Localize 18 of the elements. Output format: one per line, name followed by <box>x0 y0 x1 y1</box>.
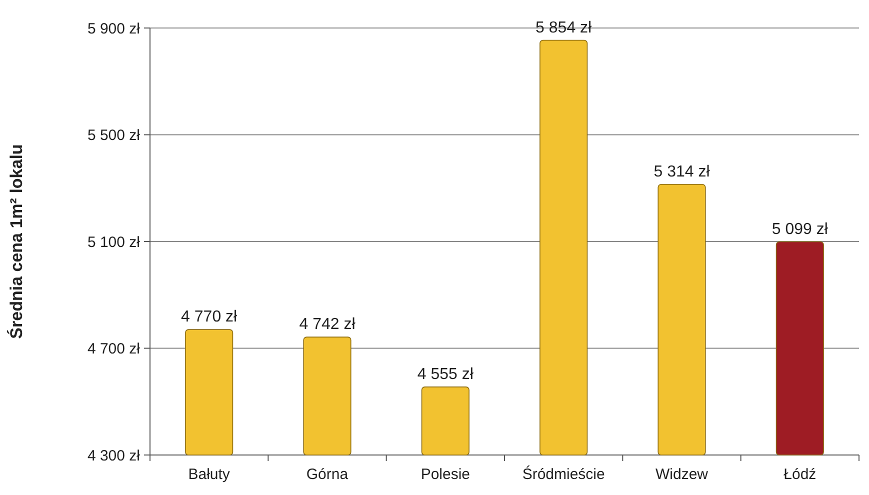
y-axis-title: Średnia cena 1m² lokalu <box>6 144 26 339</box>
data-label: 5 854 zł <box>536 19 592 36</box>
data-label: 5 099 zł <box>772 220 828 238</box>
x-tick-label: Widzew <box>655 466 708 483</box>
y-tick-label: 5 500 zł <box>87 127 141 144</box>
data-label: 4 742 zł <box>299 316 356 334</box>
x-tick-label: Łódź <box>784 466 816 483</box>
x-tick-label: Górna <box>306 466 349 483</box>
x-tick-label: Bałuty <box>188 466 230 483</box>
x-tick-label: Polesie <box>420 466 470 483</box>
y-tick-label: 5 900 zł <box>87 20 141 38</box>
y-tick-label: 5 100 zł <box>87 234 141 251</box>
x-tick-label: Śródmieście <box>522 465 605 483</box>
y-tick-label: 4 300 zł <box>87 447 141 464</box>
data-label: 4 770 zł <box>181 308 238 326</box>
y-tick-label: 4 700 zł <box>87 340 141 358</box>
data-label: 5 314 zł <box>654 163 710 180</box>
data-label: 4 555 zł <box>417 366 474 383</box>
